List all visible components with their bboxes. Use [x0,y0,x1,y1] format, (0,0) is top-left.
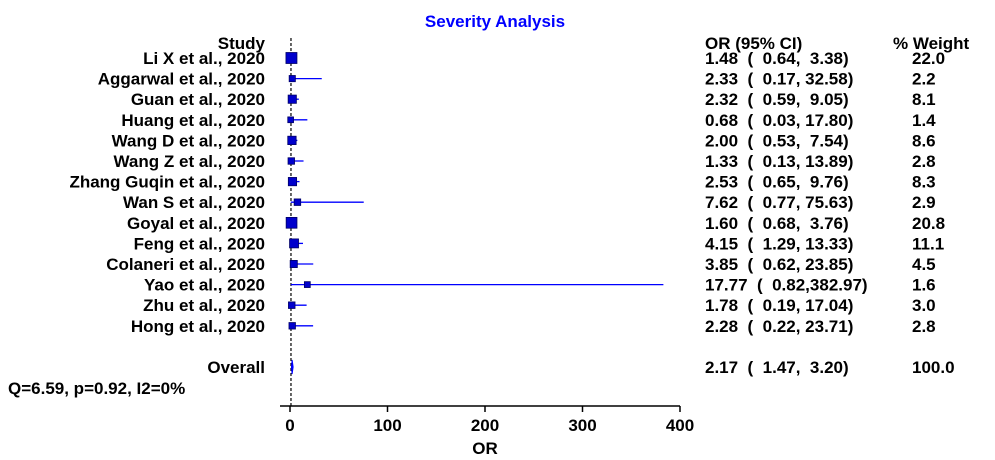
heterogeneity-stats: Q=6.59, p=0.92, I2=0% [8,379,185,398]
overall-weight: 100.0 [912,358,955,377]
point-estimate [289,260,298,268]
study-label: Yao et al., 2020 [144,276,265,295]
overall-label: Overall [207,358,265,377]
study-label: Huang et al., 2020 [121,111,265,130]
x-tick-label: 300 [568,416,596,435]
weight-header: % Weight [893,34,970,53]
overall-ci: 2.17 ( 1.47, 3.20) [705,358,849,377]
weight-labels: 22.0 2.28.1 1.48.6 2.8 8.32.9 20.811.1 4.5 1.63… [912,49,945,336]
point-estimate [288,75,296,83]
study-ci: 0.68 ( 0.03, 17.80) [705,111,853,130]
point-estimate [285,52,298,64]
x-tick-label: 400 [666,416,694,435]
study-weight: 2.2 [912,70,936,89]
study-label: Wang Z et al., 2020 [114,152,265,171]
study-label: Colaneri et al., 2020 [106,255,265,274]
study-ci: 2.28 ( 0.22, 23.71) [705,317,853,336]
point-estimate [293,198,302,206]
study-weight: 4.5 [912,255,936,274]
study-ci: 1.33 ( 0.13, 13.89) [705,152,853,171]
study-ci: 1.48 ( 0.64, 3.38) [705,49,849,68]
study-ci: 2.00 ( 0.53, 7.54) [705,131,849,150]
study-weight: 20.8 [912,214,945,233]
x-axis: 0 100 200 300 400 [280,405,694,435]
point-estimate [289,238,299,249]
study-ci: 4.15 ( 1.29, 13.33) [705,234,853,253]
point-estimate [288,301,296,309]
study-label: Hong et al., 2020 [131,317,265,336]
study-ci: 3.85 ( 0.62, 23.85) [705,255,853,274]
study-label: Zhu et al., 2020 [143,296,265,315]
study-weight: 1.6 [912,276,936,295]
study-ci: 17.77 ( 0.82,382.97) [705,276,868,295]
x-tick-label: 200 [471,416,499,435]
study-ci: 2.53 ( 0.65, 9.76) [705,173,849,192]
study-label: Wan S et al., 2020 [123,193,265,212]
study-ci: 7.62 ( 0.77, 75.63) [705,193,853,212]
study-label: Guan et al., 2020 [131,90,265,109]
point-estimate [287,177,298,187]
study-ci: 1.60 ( 0.68, 3.76) [705,214,849,233]
study-ci: 2.33 ( 0.17, 32.58) [705,70,853,89]
study-header: Study [218,34,266,53]
study-ci: 2.32 ( 0.59, 9.05) [705,90,849,109]
study-weight: 1.4 [912,111,936,130]
study-ci: 1.78 ( 0.19, 17.04) [705,296,853,315]
study-label: Wang D et al., 2020 [112,131,265,150]
point-estimate [287,135,297,145]
study-weight: 2.8 [912,152,936,171]
study-weight: 2.9 [912,193,936,212]
ci-labels: 1.48 ( 0.64, 3.38) 2.33 ( 0.17, 32.58)2.3… [705,49,868,336]
point-estimate [285,216,298,229]
study-weight: 8.6 [912,131,936,150]
point-estimate [303,281,311,288]
study-label: Zhang Guqin et al., 2020 [69,173,265,192]
point-estimate [287,94,297,104]
study-weight: 8.1 [912,90,936,109]
study-weight: 11.1 [912,234,944,253]
point-estimate [287,157,295,165]
study-weight: 2.8 [912,317,936,336]
x-axis-label: OR [472,439,498,458]
study-labels: Li X et al., 2020 Aggarwal et al., 2020Gu… [69,49,265,336]
study-weight: 22.0 [912,49,945,68]
point-estimate [288,322,296,330]
plot-marks [285,38,664,406]
x-tick-label: 100 [373,416,401,435]
x-tick-label: 0 [285,416,294,435]
study-label: Feng et al., 2020 [134,234,265,253]
ci-header: OR (95% CI) [705,34,802,53]
study-label: Goyal et al., 2020 [127,214,265,233]
chart-title: Severity Analysis [425,12,565,31]
study-weight: 8.3 [912,173,936,192]
study-weight: 3.0 [912,296,936,315]
overall-diamond [290,359,294,375]
study-label: Aggarwal et al., 2020 [98,70,265,89]
point-estimate [287,116,294,124]
study-label: Li X et al., 2020 [143,49,265,68]
